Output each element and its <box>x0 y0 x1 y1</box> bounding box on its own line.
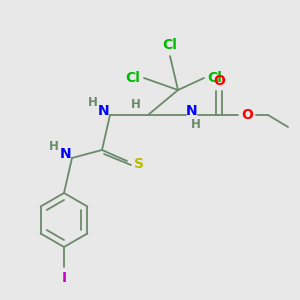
Text: O: O <box>241 108 253 122</box>
Text: N: N <box>60 147 72 161</box>
Text: N: N <box>98 104 110 118</box>
Text: H: H <box>131 98 141 112</box>
Text: I: I <box>61 271 67 285</box>
Text: H: H <box>49 140 59 152</box>
Text: O: O <box>213 74 225 88</box>
Text: H: H <box>191 118 201 130</box>
Text: H: H <box>88 97 98 110</box>
Text: Cl: Cl <box>163 38 177 52</box>
Text: Cl: Cl <box>126 71 140 85</box>
Text: N: N <box>186 104 198 118</box>
Text: S: S <box>134 157 144 171</box>
Text: Cl: Cl <box>208 71 222 85</box>
